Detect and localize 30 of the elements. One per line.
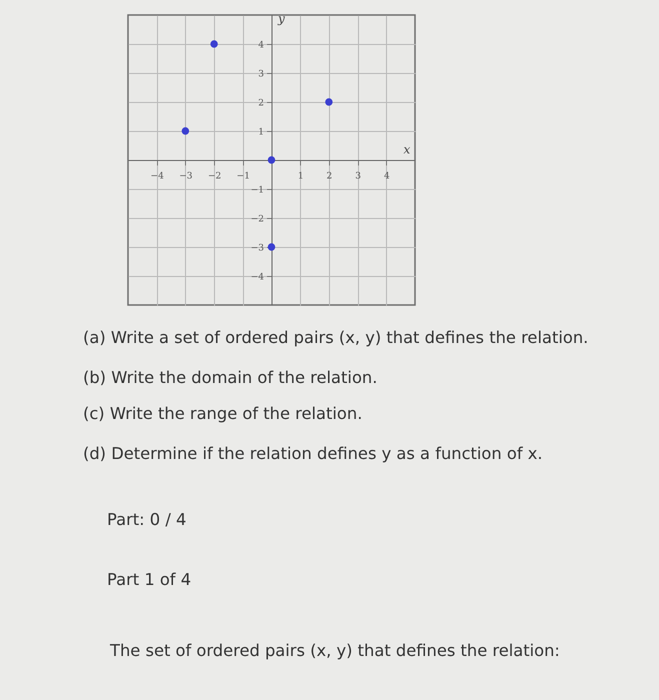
x-tick-label: 2 [326,172,332,182]
point [182,127,190,135]
y-tick-label: −1 [250,186,264,196]
point [325,98,333,106]
x-tick-label: 4 [384,172,390,182]
x-tick-label: −2 [208,172,222,182]
x-tick-label: −3 [179,172,193,182]
x-tick-label: 3 [355,172,362,182]
x-tick-label: −1 [236,172,250,182]
text: (b) Write the domain of the relation. [83,368,378,387]
point [268,243,276,251]
text: Part 1 of 4 [107,570,192,589]
text: Part: 0 / 4 [107,510,186,529]
y-tick-label: 3 [258,70,264,80]
x-axis-title: x [404,142,410,156]
text: (c) Write the range of the relation. [83,404,362,423]
y-axis-title: y [277,12,285,26]
point [210,40,218,48]
text: The set of ordered pairs (x, y) that defines the relation: [109,641,560,660]
y-tick-label: 4 [258,40,264,50]
text: (a) Write a set of ordered pairs (x, y) that defines the relation. [83,328,588,347]
y-tick-label: 2 [258,98,264,108]
y-tick-label: −2 [250,214,264,224]
text: (d) Determine if the relation defines y as a function of x. [83,444,543,463]
x-tick-label: −4 [150,172,164,182]
y-tick-label: −4 [250,272,264,282]
y-tick-label: −3 [250,244,264,254]
y-tick-label: 1 [258,128,264,138]
x-tick-label: 1 [298,172,304,182]
point [268,156,276,164]
